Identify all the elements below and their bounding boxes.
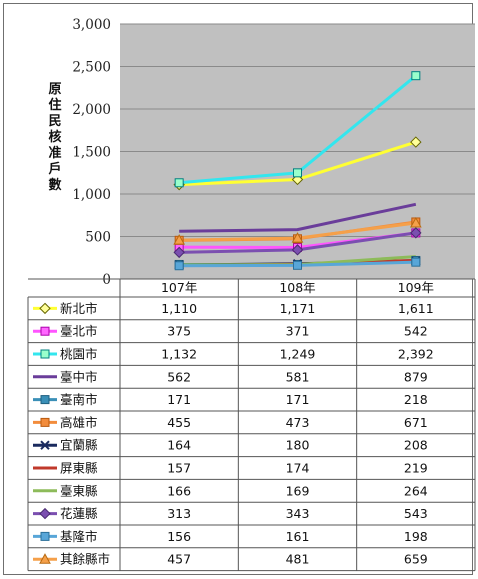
- table-value: 169: [286, 483, 310, 498]
- legend-key-marker: [40, 440, 50, 450]
- legend-key-marker: [39, 553, 51, 564]
- data-point-marker: [174, 261, 184, 271]
- y-tick-label: 3,000: [72, 17, 111, 33]
- table-value: 375: [167, 324, 191, 339]
- table-value: 161: [286, 529, 310, 544]
- y-tick-label: 500: [85, 230, 111, 246]
- y-axis-label-char: 准: [48, 145, 61, 161]
- y-tick-label: 2,000: [72, 102, 111, 118]
- legend-key-marker: [40, 531, 50, 541]
- table-value: 473: [286, 415, 310, 430]
- legend-series-name: 其餘縣市: [60, 552, 110, 567]
- legend-key-marker: [39, 507, 51, 520]
- y-axis-label-char: 數: [48, 177, 61, 193]
- legend-key-marker: [40, 326, 50, 336]
- data-point-marker: [293, 260, 302, 270]
- y-axis-label: 原住民核准戶數: [48, 82, 61, 193]
- data-point-marker: [411, 257, 421, 267]
- legend-series-name: 高雄市: [60, 415, 98, 430]
- data-point-marker: [291, 232, 304, 243]
- table-value: 659: [404, 552, 428, 567]
- table-value: 343: [286, 506, 310, 521]
- table-value: 1,110: [161, 301, 197, 316]
- x-tick-label: 107年: [161, 280, 197, 295]
- table-value: 455: [167, 415, 191, 430]
- table-value: 208: [404, 438, 428, 453]
- y-axis-label-char: 核: [48, 129, 61, 145]
- table-value: 157: [167, 461, 191, 476]
- legend-series-name: 臺南市: [60, 392, 98, 407]
- data-point-marker: [411, 71, 421, 81]
- table-value: 2,392: [398, 347, 434, 362]
- table-value: 219: [404, 461, 428, 476]
- marker-stroke: [40, 440, 50, 450]
- legend-series-name: 基隆市: [60, 529, 98, 544]
- legend-key-marker: [40, 395, 50, 405]
- data-point-marker: [173, 246, 185, 259]
- data-point-marker: [291, 244, 304, 256]
- series-markers: [173, 71, 422, 271]
- table-value: 198: [404, 529, 428, 544]
- table-value: 313: [167, 506, 191, 521]
- x-tick-label: 109年: [398, 280, 434, 295]
- table-value: 166: [167, 483, 191, 498]
- y-axis-ticks: 0 500 1,000 1,500 2,000 2,500 3,000: [72, 17, 111, 288]
- table-value: 164: [167, 438, 191, 453]
- table-value: 879: [404, 369, 428, 384]
- table-value: 156: [167, 529, 191, 544]
- table-value: 1,132: [161, 347, 197, 362]
- table-value: 481: [286, 552, 310, 567]
- legend-series-name: 臺中市: [60, 369, 98, 384]
- y-axis-label-char: 原: [48, 82, 61, 97]
- y-axis-label-char: 民: [48, 114, 61, 129]
- table-value: 543: [404, 506, 428, 521]
- series-line: [179, 202, 417, 233]
- y-axis-label-char: 戶: [48, 161, 61, 177]
- data-point-marker: [410, 227, 422, 239]
- table-value: 457: [167, 552, 191, 567]
- table-value: 562: [167, 369, 191, 384]
- table-value: 218: [404, 392, 428, 407]
- legend-key-marker: [40, 417, 50, 427]
- y-tick-label: 1,500: [72, 145, 111, 161]
- data-point-marker: [410, 136, 422, 148]
- legend-series-name: 臺東縣: [60, 483, 98, 498]
- y-tick-label: 2,500: [72, 60, 111, 76]
- legend-series-name: 桃園市: [60, 347, 98, 362]
- legend-series-name: 臺北市: [60, 324, 98, 339]
- table-value: 171: [167, 392, 191, 407]
- data-point-marker: [293, 168, 302, 178]
- table-value: 542: [404, 324, 428, 339]
- x-tick-label: 108年: [279, 280, 315, 295]
- table-value: 264: [404, 483, 428, 498]
- legend-series-name: 新北市: [60, 301, 98, 316]
- data-point-marker: [173, 234, 186, 245]
- table-value: 581: [286, 369, 310, 384]
- table-value: 171: [286, 392, 310, 407]
- legend-series-name: 花蓮縣: [60, 506, 98, 521]
- table-value: 1,611: [398, 301, 434, 316]
- legend-series-name: 屏東縣: [60, 461, 98, 476]
- data-point-marker: [174, 178, 184, 188]
- table-value: 1,249: [280, 347, 316, 362]
- table-value: 180: [286, 438, 310, 453]
- y-tick-label: 0: [102, 272, 111, 288]
- data-point-marker: [409, 216, 422, 228]
- table-value: 174: [286, 461, 310, 476]
- legend-key-marker: [39, 302, 51, 315]
- y-tick-label: 1,000: [72, 187, 111, 203]
- y-axis-label-char: 住: [48, 97, 61, 113]
- table-value: 671: [404, 415, 428, 430]
- table-value: 371: [286, 324, 310, 339]
- legend-key-marker: [40, 349, 50, 359]
- table-value: 1,171: [280, 301, 316, 316]
- legend-series-name: 宜蘭縣: [60, 438, 98, 453]
